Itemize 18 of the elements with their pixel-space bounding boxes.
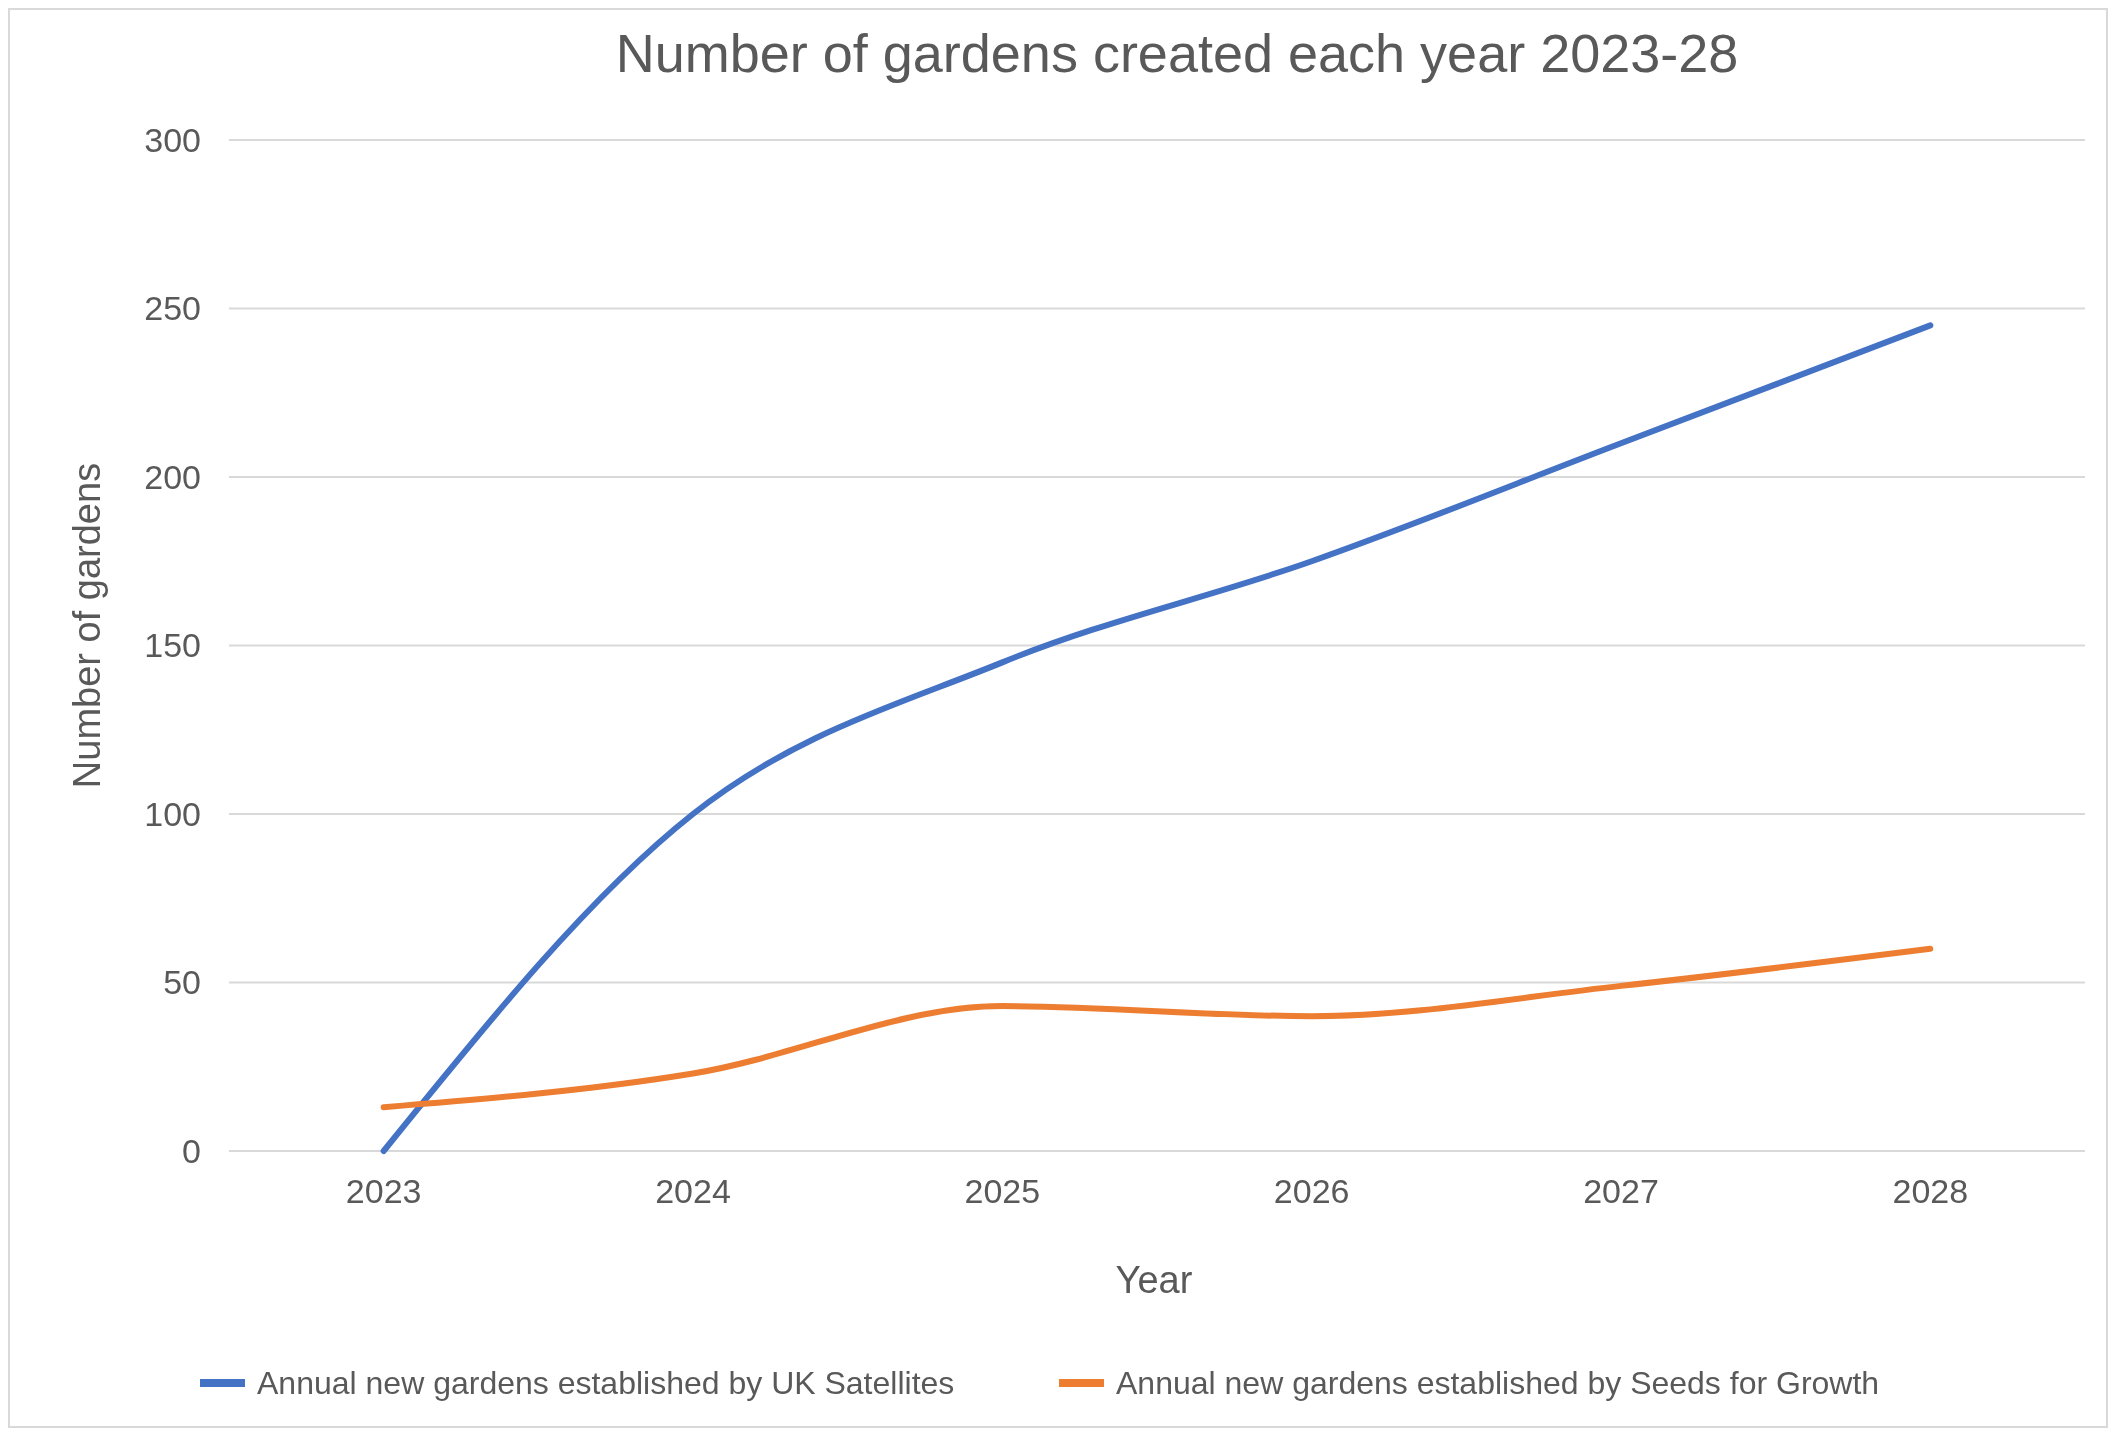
- y-tick-label: 300: [144, 120, 201, 159]
- y-tick-label: 150: [144, 626, 201, 665]
- x-axis-title: Year: [1115, 1259, 1193, 1301]
- chart-title: Number of gardens created each year 2023-28: [615, 23, 1739, 83]
- x-tick-label: 2028: [1892, 1172, 1969, 1210]
- x-tick-label: 2027: [1583, 1172, 1659, 1210]
- x-tick-label: 2025: [964, 1172, 1041, 1210]
- y-axis-title: Number of gardens: [66, 462, 108, 789]
- x-tick-label: 2023: [345, 1172, 422, 1210]
- y-tick-label: 250: [144, 289, 201, 328]
- legend-label: Annual new gardens established by Seeds for Growth: [1116, 1365, 1880, 1402]
- legend-label: Annual new gardens established by UK Satellites: [257, 1365, 955, 1402]
- x-tick-label: 2024: [655, 1172, 731, 1210]
- y-tick-label: 0: [182, 1131, 201, 1170]
- y-tick-label: 100: [144, 794, 201, 833]
- y-tick-label: 50: [163, 963, 201, 1002]
- x-tick-label: 2026: [1273, 1172, 1350, 1210]
- y-tick-label: 200: [144, 457, 201, 496]
